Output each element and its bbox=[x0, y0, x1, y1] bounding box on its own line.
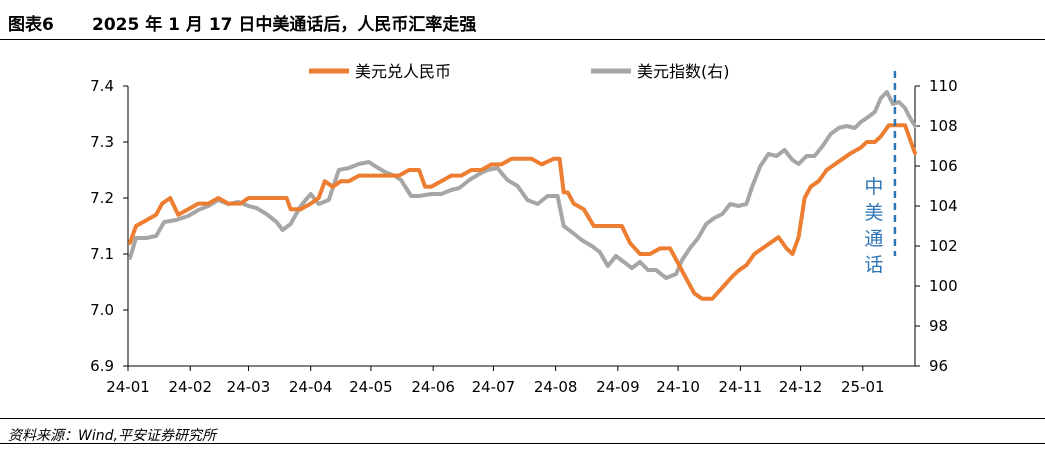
line-chart: 6.9 7.0 7.1 7.2 7.3 7.4 96 98 100 102 104 106 108 110… bbox=[90, 62, 958, 396]
x-tick-label: 24-07 bbox=[472, 378, 516, 396]
x-tick-label: 24-01 bbox=[106, 378, 150, 396]
annotation-label-char: 中 bbox=[864, 176, 883, 198]
right-y-tick-label: 108 bbox=[929, 117, 958, 135]
right-y-tick-label: 100 bbox=[929, 277, 958, 295]
right-y-tick-label: 98 bbox=[929, 317, 948, 335]
x-tick-label: 24-03 bbox=[227, 378, 271, 396]
right-y-tick-label: 110 bbox=[929, 77, 958, 95]
x-tick-label: 24-12 bbox=[779, 378, 823, 396]
left-y-tick-label: 7.0 bbox=[90, 301, 114, 319]
x-tick-label: 24-10 bbox=[656, 378, 700, 396]
bottom-rule bbox=[0, 443, 1045, 444]
left-y-tick-label: 7.1 bbox=[90, 245, 114, 263]
figure-footer: 资料来源：Wind,平安证券研究所 bbox=[0, 418, 1045, 451]
series-line-usd-index bbox=[128, 90, 917, 280]
right-y-tick-label: 102 bbox=[929, 237, 958, 255]
x-tick-label: 24-05 bbox=[349, 378, 393, 396]
annotation-label-char: 通 bbox=[864, 228, 883, 250]
left-y-tick-label: 7.3 bbox=[90, 133, 114, 151]
x-tick-label: 24-11 bbox=[719, 378, 763, 396]
left-y-tick-label: 7.4 bbox=[90, 77, 114, 95]
source-note: 资料来源：Wind,平安证券研究所 bbox=[8, 428, 216, 444]
annotation-label-char: 美 bbox=[864, 202, 883, 224]
series-line-usdcny bbox=[128, 123, 917, 301]
left-y-tick-label: 6.9 bbox=[90, 357, 114, 375]
x-tick-label: 25-01 bbox=[841, 378, 885, 396]
legend-label: 美元指数(右) bbox=[637, 62, 730, 81]
figure-title: 2025 年 1 月 17 日中美通话后，人民币汇率走强 bbox=[92, 15, 477, 35]
figure-header: 图表6 2025 年 1 月 17 日中美通话后，人民币汇率走强 bbox=[0, 0, 1045, 40]
figure-label: 图表6 bbox=[8, 15, 54, 35]
chart-area: 6.9 7.0 7.1 7.2 7.3 7.4 96 98 100 102 104 106 108 110… bbox=[0, 41, 1045, 418]
x-tick-label: 24-04 bbox=[289, 378, 333, 396]
left-y-tick-label: 7.2 bbox=[90, 189, 114, 207]
legend-label: 美元兑人民币 bbox=[355, 62, 451, 81]
right-y-tick-label: 96 bbox=[929, 357, 948, 375]
right-y-tick-label: 106 bbox=[929, 157, 958, 175]
annotation-label-char: 话 bbox=[864, 254, 883, 276]
x-tick-label: 24-08 bbox=[534, 378, 578, 396]
x-tick-label: 24-06 bbox=[411, 378, 455, 396]
right-y-tick-label: 104 bbox=[929, 197, 958, 215]
x-tick-label: 24-09 bbox=[596, 378, 640, 396]
x-tick-label: 24-02 bbox=[168, 378, 212, 396]
